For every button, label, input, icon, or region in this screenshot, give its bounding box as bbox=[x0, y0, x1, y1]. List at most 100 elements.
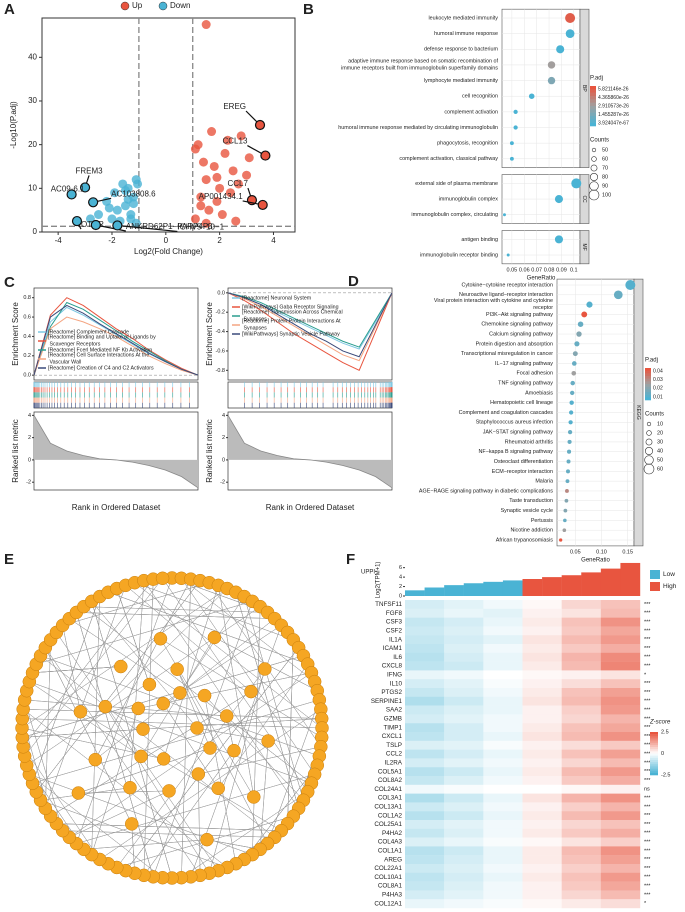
dot bbox=[556, 45, 565, 54]
heat-cell bbox=[483, 767, 523, 777]
point-label: ANKRD62P1−PARP4P3 bbox=[126, 222, 213, 231]
point bbox=[198, 157, 208, 167]
network-edge bbox=[29, 681, 312, 784]
legend-label: [Reactome] Transmission Across Chemical … bbox=[242, 310, 343, 323]
y-tick-label: -0.6 bbox=[216, 348, 225, 354]
heat-cell bbox=[444, 661, 484, 671]
heat-cell bbox=[522, 793, 562, 803]
heat-cell bbox=[522, 732, 562, 741]
heat-cell bbox=[600, 652, 641, 662]
heat-cell bbox=[483, 732, 523, 741]
dot bbox=[565, 29, 575, 39]
es-curve bbox=[227, 292, 393, 371]
heat-cell bbox=[522, 846, 562, 856]
heat-cell bbox=[444, 723, 484, 733]
heat-cell bbox=[561, 723, 602, 733]
heat-cell bbox=[483, 872, 523, 882]
significance: *** bbox=[644, 690, 651, 696]
network-edge bbox=[198, 746, 321, 775]
labeled-point bbox=[90, 219, 101, 231]
heat-cell bbox=[444, 679, 484, 689]
size-swatch bbox=[645, 438, 653, 446]
facet-label: KEGG bbox=[635, 405, 641, 420]
heat-cell bbox=[405, 828, 445, 838]
heat-cell bbox=[561, 652, 602, 662]
y-tick-label: 2 bbox=[399, 584, 402, 590]
heat-cell bbox=[522, 881, 562, 891]
network-edge bbox=[143, 718, 322, 730]
heat-cell bbox=[444, 732, 484, 741]
term-label: JAK−STAT signaling pathway bbox=[483, 430, 554, 436]
gene-label: COL10A1 bbox=[374, 874, 402, 881]
heat-cell bbox=[405, 688, 445, 697]
heat-cell bbox=[561, 784, 602, 794]
panel-letter: E bbox=[4, 551, 14, 568]
dot bbox=[570, 390, 575, 396]
heat-cell bbox=[561, 714, 602, 724]
heat-cell bbox=[405, 776, 445, 785]
network-node bbox=[155, 571, 170, 586]
heat-cell bbox=[483, 855, 523, 865]
heat-cell bbox=[444, 802, 484, 812]
point bbox=[242, 170, 252, 180]
network-edge bbox=[95, 579, 191, 760]
term-label: humoral immune response mediated by circ… bbox=[338, 125, 498, 131]
heat-cell bbox=[444, 828, 484, 838]
heat-cell bbox=[444, 890, 484, 900]
term-label: Neuroactive ligand−receptor interaction bbox=[459, 292, 553, 298]
y-axis-label: Ranked list metric bbox=[205, 419, 214, 483]
term-label: lymphocyte mediated immunity bbox=[424, 78, 498, 84]
network-node bbox=[173, 686, 187, 700]
heat-cell bbox=[522, 600, 562, 609]
heat-cell bbox=[522, 714, 562, 724]
es-curve bbox=[33, 304, 199, 376]
heat-cell bbox=[405, 652, 445, 662]
heat-cell bbox=[561, 855, 602, 865]
legend-gradient bbox=[650, 755, 658, 759]
heat-cell bbox=[561, 890, 602, 900]
x-tick-label: 0.05 bbox=[570, 549, 581, 555]
heat-cell bbox=[444, 758, 484, 768]
term-label: Malaria bbox=[535, 479, 553, 485]
heat-cell bbox=[444, 811, 484, 821]
heat-cell bbox=[600, 767, 641, 777]
heat-cell bbox=[405, 696, 445, 706]
network-edge bbox=[23, 579, 154, 747]
x-tick-label: 2 bbox=[217, 236, 222, 245]
heat-cell bbox=[561, 617, 602, 627]
dot bbox=[566, 449, 572, 454]
point-label: AP001434.1 bbox=[199, 192, 244, 201]
network-node bbox=[71, 786, 86, 800]
dot bbox=[565, 489, 569, 493]
heat-cell bbox=[600, 784, 641, 794]
significance: *** bbox=[644, 769, 651, 775]
dot bbox=[613, 290, 623, 300]
y-tick-label: 0 bbox=[222, 457, 225, 463]
panel-letter: B bbox=[303, 1, 314, 18]
heat-cell bbox=[405, 802, 445, 812]
size-swatch bbox=[644, 446, 654, 456]
rank-curve bbox=[227, 415, 393, 489]
heat-cell bbox=[444, 846, 484, 856]
legend-tick-label: 50 bbox=[602, 147, 608, 153]
dot bbox=[581, 311, 588, 318]
network-node bbox=[219, 709, 234, 723]
network-node bbox=[162, 784, 176, 798]
network-node bbox=[211, 781, 225, 796]
y-tick-label: 20 bbox=[28, 140, 37, 149]
dot bbox=[554, 195, 563, 204]
legend-label: [Reactome] Complement Cascade bbox=[48, 329, 129, 335]
heat-cell bbox=[561, 732, 602, 741]
heat-cell bbox=[561, 793, 602, 803]
heat-cell bbox=[444, 749, 484, 759]
point bbox=[209, 161, 219, 171]
legend-tick-label: 4.365860e-26 bbox=[598, 95, 629, 101]
point bbox=[201, 218, 211, 228]
size-swatch bbox=[588, 189, 600, 201]
gene-label: P4HA2 bbox=[382, 830, 402, 837]
heat-cell bbox=[600, 608, 641, 618]
heat-cell bbox=[405, 661, 445, 671]
legend-gradient bbox=[650, 753, 658, 756]
legend-gradient bbox=[590, 92, 596, 97]
network-edge bbox=[160, 638, 254, 798]
